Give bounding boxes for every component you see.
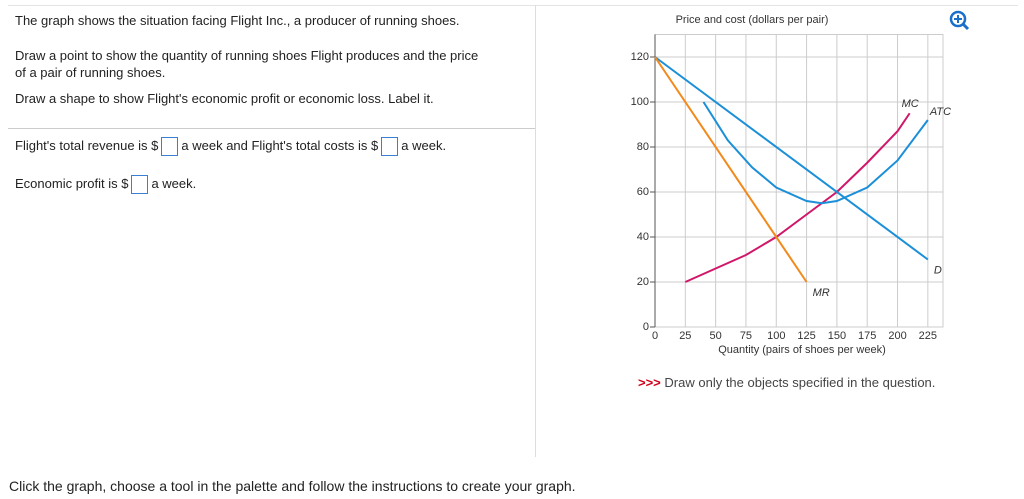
note: >>> Draw only the objects specified in t… — [638, 375, 935, 390]
y-tick-label: 80 — [637, 141, 649, 153]
y-tick-label: 20 — [637, 276, 649, 288]
curve — [684, 112, 911, 283]
note-text: Draw only the objects specified in the q… — [664, 375, 936, 390]
curve — [654, 56, 929, 261]
answer-box[interactable] — [381, 137, 399, 156]
divider — [535, 5, 536, 457]
text: a week. — [151, 175, 197, 191]
text: a week and Flight's total costs is $ — [181, 137, 379, 153]
y-tick-label: 40 — [637, 231, 649, 243]
question: Economic profit is $ a week. — [15, 175, 196, 194]
footer: Click the graph, choose a tool in the pa… — [9, 478, 576, 494]
x-tick-label: 50 — [710, 330, 722, 342]
text: Economic profit is $ — [15, 175, 129, 191]
top-rule — [8, 5, 1018, 6]
task-line: Draw a shape to show Flight's economic p… — [15, 91, 434, 106]
curve-label: D — [934, 264, 942, 276]
question: Flight's total revenue is $ a week and Fl… — [15, 137, 446, 156]
y-tick-label: 60 — [637, 186, 649, 198]
x-tick-label: 0 — [652, 330, 658, 342]
section-rule — [8, 128, 535, 129]
x-tick-label: 75 — [740, 330, 752, 342]
curve — [654, 56, 808, 283]
x-tick-label: 100 — [767, 330, 785, 342]
chart[interactable]: Price and cost (dollars per pair) Quanti… — [536, 0, 1024, 499]
y-tick-label: 0 — [643, 321, 649, 333]
y-axis-label: Price and cost (dollars per pair) — [676, 14, 829, 26]
curve — [702, 101, 929, 205]
answer-box[interactable] — [161, 137, 179, 156]
y-tick-label: 120 — [631, 51, 649, 63]
curve-label: MR — [813, 287, 830, 299]
answer-box[interactable] — [131, 175, 149, 194]
intro: The graph shows the situation facing Fli… — [15, 13, 460, 28]
text: Flight's total revenue is $ — [15, 137, 159, 153]
zoom-icon[interactable] — [949, 10, 970, 31]
text: a week. — [401, 137, 447, 153]
x-tick-label: 25 — [679, 330, 691, 342]
note-marker: >>> — [638, 375, 661, 390]
task-line: of a pair of running shoes. — [15, 65, 166, 80]
x-tick-label: 125 — [797, 330, 815, 342]
x-axis-label: Quantity (pairs of shoes per week) — [718, 344, 886, 356]
x-tick-label: 200 — [888, 330, 906, 342]
x-tick-label: 225 — [919, 330, 937, 342]
x-tick-label: 150 — [828, 330, 846, 342]
plot-area — [654, 34, 944, 328]
y-tick-label: 100 — [631, 96, 649, 108]
x-tick-label: 175 — [858, 330, 876, 342]
curve-label: MC — [902, 98, 919, 110]
curve-label: ATC — [929, 106, 951, 118]
task-line: Draw a point to show the quantity of run… — [15, 48, 479, 63]
